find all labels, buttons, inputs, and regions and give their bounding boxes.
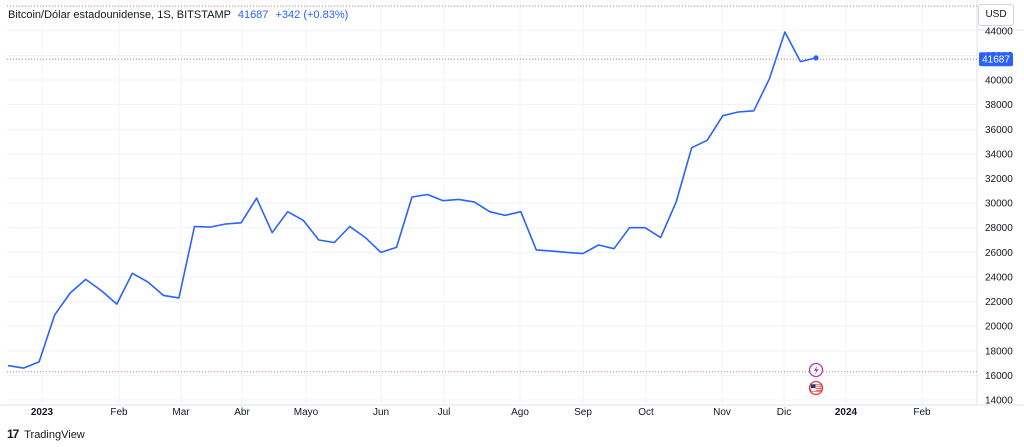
y-tick-label: 16000 xyxy=(985,371,1013,382)
y-tick-label: 26000 xyxy=(985,248,1013,259)
lightning-event-icon xyxy=(808,362,824,378)
price-line xyxy=(7,31,817,369)
tradingview-branding[interactable]: 17 TradingView xyxy=(7,427,85,441)
y-tick-label: 38000 xyxy=(985,100,1013,111)
x-tick-label: Nov xyxy=(713,407,731,418)
x-tick-label: Sep xyxy=(574,407,592,418)
reference-lines xyxy=(7,5,977,373)
last-value: 41687 xyxy=(237,9,269,21)
y-tick-label: 24000 xyxy=(985,272,1013,283)
y-tick-label: 34000 xyxy=(985,149,1013,160)
y-tick-label: 36000 xyxy=(985,125,1013,136)
price-change: +342 (+0.83%) xyxy=(275,9,349,21)
lightning-bolt xyxy=(813,365,819,375)
data-point xyxy=(813,55,819,61)
currency-button[interactable]: USD xyxy=(978,4,1014,26)
x-tick-label: Dic xyxy=(777,407,791,418)
x-tick-label: 2024 xyxy=(835,407,858,418)
price-badge-text: 41687 xyxy=(982,55,1010,66)
y-tick-label: 44000 xyxy=(985,26,1013,37)
symbol-title: Bitcoin/Dólar estadounidense, 1S, BITSTA… xyxy=(8,9,231,21)
y-tick-label: 32000 xyxy=(985,174,1013,185)
tradingview-name: TradingView xyxy=(24,429,85,441)
last-price-badge: 41687 xyxy=(979,52,1013,67)
x-tick-label: Feb xyxy=(913,407,931,418)
y-tick-label: 18000 xyxy=(985,346,1013,357)
flag-canton xyxy=(811,384,816,388)
x-tick-label: Abr xyxy=(234,407,250,418)
x-tick-label: Mar xyxy=(172,407,190,418)
x-tick-label: Feb xyxy=(110,407,128,418)
y-tick-label: 14000 xyxy=(985,396,1013,407)
x-tick-label: Ago xyxy=(511,407,529,418)
x-tick-label: Jun xyxy=(373,407,389,418)
x-tick-label: 2023 xyxy=(31,407,54,418)
x-tick-label: Mayo xyxy=(294,407,319,418)
x-tick-label: Oct xyxy=(638,407,654,418)
chart-header: Bitcoin/Dólar estadounidense, 1S, BITSTA… xyxy=(8,9,348,21)
plot-border xyxy=(0,0,1024,406)
us-flag-event-icon xyxy=(808,380,824,396)
y-tick-label: 22000 xyxy=(985,297,1013,308)
price-axis: 14000 16000 18000 20000 22000 24000 26000 28000… xyxy=(985,26,1013,406)
y-tick-label: 30000 xyxy=(985,199,1013,210)
y-tick-label: 20000 xyxy=(985,322,1013,333)
x-tick-label: Jul xyxy=(438,407,451,418)
chart-grid xyxy=(7,0,977,405)
y-tick-label: 28000 xyxy=(985,223,1013,234)
time-axis: 2023 Feb Mar Abr Mayo Jun Jul Ago Sep Oct Nov Dic 20… xyxy=(31,407,931,418)
tradingview-logo-icon: 17 xyxy=(7,427,19,441)
event-markers xyxy=(808,362,824,396)
price-badge-bg xyxy=(979,52,1013,67)
price-series xyxy=(7,31,819,369)
y-tick-label: 40000 xyxy=(985,76,1013,87)
